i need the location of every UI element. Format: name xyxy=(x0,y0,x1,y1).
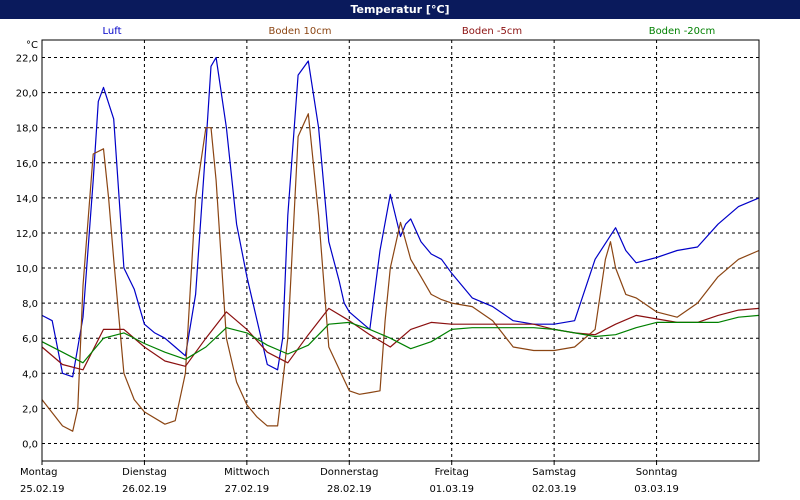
legend-item: Luft xyxy=(103,26,122,37)
y-tick-label: 6,0 xyxy=(22,334,38,345)
y-tick-label: 4,0 xyxy=(22,369,38,380)
x-tick-day: Samstag xyxy=(532,467,576,478)
x-tick-date: 03.03.19 xyxy=(634,484,679,495)
y-tick-label: 20,0 xyxy=(16,89,38,100)
series-line-luft xyxy=(41,56,760,378)
y-tick-label: 10,0 xyxy=(16,264,38,275)
x-tick-day: Mittwoch xyxy=(224,467,269,478)
plot-background xyxy=(42,40,759,461)
x-tick-day: Montag xyxy=(20,467,57,478)
x-tick-day: Sonntag xyxy=(636,467,678,478)
legend-item: Boden -20cm xyxy=(649,26,716,37)
x-tick-date: 28.02.19 xyxy=(327,484,372,495)
series-line-boden-5cm xyxy=(41,307,760,371)
y-tick-label: 8,0 xyxy=(22,299,38,310)
chart-area: 0,0 2,0 4,0 6,0 8,0 10,0 12,0 14,0 16,0 18,0 20,0 2… xyxy=(16,26,760,495)
y-axis-unit: °C xyxy=(26,40,38,51)
x-tick-date: 27.02.19 xyxy=(225,484,270,495)
y-tick-label: 16,0 xyxy=(16,159,38,170)
x-tick-day: Freitag xyxy=(435,467,469,478)
x-tick-date: 02.03.19 xyxy=(532,484,577,495)
chart-title: Temperatur [°C] xyxy=(0,0,800,19)
y-tick-label: 14,0 xyxy=(16,194,38,205)
x-axis-ticks: Montag 25.02.19 Dienstag 26.02.19 Mittwoch 27… xyxy=(20,461,679,495)
series-lines xyxy=(41,56,760,432)
x-tick-date: 26.02.19 xyxy=(122,484,167,495)
legend-item: Boden -5cm xyxy=(462,26,522,37)
x-tick-day: Dienstag xyxy=(122,467,167,478)
legend-item: Boden 10cm xyxy=(269,26,332,37)
legend: Luft Boden 10cm Boden -5cm Boden -20cm xyxy=(103,26,716,37)
series-line-boden-20cm xyxy=(41,314,760,364)
x-tick-date: 25.02.19 xyxy=(20,484,65,495)
series-line-boden-10cm xyxy=(41,113,760,432)
x-tick-date: 01.03.19 xyxy=(429,484,474,495)
y-tick-label: 18,0 xyxy=(16,124,38,135)
plot-frame xyxy=(41,39,760,462)
y-tick-label: 22,0 xyxy=(16,54,38,65)
x-tick-day: Donnerstag xyxy=(320,467,378,478)
y-tick-label: 12,0 xyxy=(16,229,38,240)
y-tick-label: 2,0 xyxy=(22,404,38,415)
y-axis-ticks: 0,0 2,0 4,0 6,0 8,0 10,0 12,0 14,0 16,0 18,0 20,0 2… xyxy=(16,54,38,451)
y-tick-label: 0,0 xyxy=(22,439,38,450)
